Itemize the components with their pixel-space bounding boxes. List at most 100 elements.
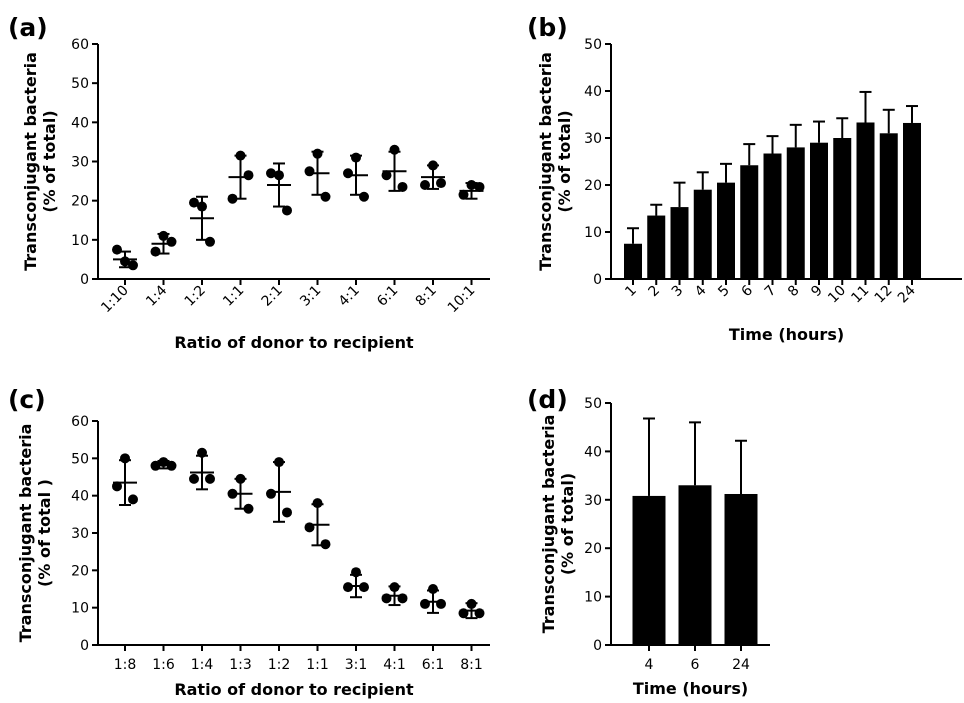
- panel-b-bar: [740, 165, 759, 279]
- panel-b-x-tick-label: 2: [645, 283, 663, 301]
- panel-b-x-tick-label: 4: [692, 282, 710, 300]
- panel-a-x-tick-label: 3:1: [297, 283, 324, 310]
- panel-a-y-tick-label: 0: [80, 272, 89, 288]
- panel-c-x-tick-label: 3:1: [345, 657, 368, 673]
- panel-a-point: [397, 181, 408, 192]
- panel-a-x-tick-label: 10:1: [445, 283, 479, 317]
- panel-c-x-tick-label: 1:3: [229, 657, 252, 673]
- panel-c-point: [243, 503, 254, 514]
- panel-a-x-tick-label: 2:1: [259, 283, 286, 310]
- panel-c-y-tick-label: 50: [71, 451, 89, 467]
- panel-d-y-tick-label: 10: [584, 590, 602, 606]
- panel-b-label: (b): [527, 13, 568, 42]
- panel-b-y-tick-label: 50: [584, 37, 602, 53]
- panel-c-point: [381, 593, 392, 604]
- panel-a-point: [128, 260, 138, 271]
- panel-a-point: [466, 180, 477, 190]
- panel-c-point: [359, 582, 369, 593]
- panel-c-y-tick-label: 60: [71, 414, 89, 430]
- panel-c-point: [428, 584, 438, 594]
- panel-c-point: [158, 457, 169, 468]
- panel-a-point: [381, 170, 392, 181]
- panel-c-y-tick-label: 20: [71, 563, 89, 579]
- panel-b-bar: [786, 147, 805, 279]
- panel-c-point: [389, 582, 400, 593]
- panel-c-x-tick-label: 1:6: [152, 657, 175, 673]
- panel-b-y-tick-label: 20: [584, 178, 602, 194]
- panel-a-point: [458, 189, 469, 200]
- panel-a-y-axis-title: Transconjugant bacteria: [21, 52, 40, 271]
- panel-b-bar: [647, 215, 666, 279]
- panel-a-x-tick-label: 1:1: [220, 283, 247, 310]
- panel-c-y-axis-title: (% of total ): [35, 479, 54, 587]
- panel-b-bar: [763, 153, 782, 279]
- panel-a-point: [359, 191, 369, 202]
- panel-a-point: [235, 150, 246, 161]
- panel-c-point: [266, 488, 276, 499]
- panel-c-x-tick-label: 8:1: [460, 657, 483, 673]
- panel-d-y-axis-title: (% of total): [558, 473, 577, 575]
- panel-a-y-tick-label: 20: [71, 194, 89, 210]
- panel-a-point: [158, 230, 169, 241]
- panel-a-x-tick-label: 1:2: [182, 283, 209, 310]
- panel-c-point: [205, 473, 215, 484]
- panel-a-y-axis-title: (% of total): [40, 110, 59, 212]
- panel-b-x-tick-label: 10: [825, 283, 849, 307]
- panel-b-x-tick-label: 8: [785, 283, 803, 301]
- panel-a-point: [189, 197, 199, 208]
- panel-c-point: [150, 460, 161, 471]
- panel-a-point: [312, 148, 323, 159]
- panel-b-y-axis-title: Transconjugant bacteria: [536, 52, 555, 271]
- panel-d-y-tick-label: 50: [584, 396, 602, 412]
- panel-b-x-tick-label: 9: [808, 283, 826, 301]
- panel-c-x-axis-title: Ratio of donor to recipient: [174, 680, 414, 699]
- panel-a-point: [120, 256, 130, 267]
- panel-c-point: [458, 608, 469, 619]
- panel-c-point: [189, 473, 199, 484]
- panel-a-point: [205, 236, 215, 247]
- panel-b-y-tick-label: 0: [593, 272, 602, 288]
- panel-b-y-tick-label: 30: [584, 131, 602, 147]
- panel-a-point: [420, 180, 430, 190]
- panel-a-point: [351, 152, 361, 163]
- panel-b-x-axis-title: Time (hours): [729, 325, 844, 344]
- panel-c-x-tick-label: 1:1: [306, 657, 329, 673]
- panel-c-point: [112, 481, 122, 492]
- panel-c-point: [436, 598, 446, 609]
- panel-c-point: [397, 593, 408, 604]
- panel-c-x-tick-label: 4:1: [383, 657, 406, 673]
- panel-b-x-tick-label: 24: [895, 282, 919, 306]
- panel-a-x-tick-label: 1:10: [98, 283, 132, 317]
- panel-a-x-tick-label: 6:1: [374, 283, 401, 310]
- panel-d-x-tick-label: 24: [732, 657, 750, 673]
- panel-d-y-tick-label: 40: [584, 444, 602, 460]
- panel-d-bar: [678, 485, 712, 645]
- panel-b-bar: [624, 243, 642, 279]
- panel-c-label: (c): [8, 385, 46, 414]
- panel-d-y-tick-label: 20: [584, 541, 602, 557]
- panel-b-x-tick-label: 3: [669, 283, 687, 301]
- panel-b-y-tick-label: 40: [584, 84, 602, 100]
- panel-a-x-tick-label: 4:1: [336, 283, 363, 310]
- panel-c-point: [120, 453, 130, 464]
- panel-a-x-tick-label: 8:1: [413, 283, 440, 310]
- panel-d-y-axis-title: Transconjugant bacteria: [539, 415, 558, 634]
- panel-d-bar: [724, 493, 758, 645]
- panel-b-x-tick-label: 7: [762, 283, 780, 301]
- panel-d-x-axis-title: Time (hours): [633, 679, 748, 698]
- panel-c-point: [197, 447, 207, 458]
- panel-a-point: [266, 168, 276, 179]
- panel-c-x-tick-label: 1:8: [114, 657, 137, 673]
- panel-c-y-axis-title: Transconjugant bacteria: [16, 424, 35, 643]
- panel-b-bar: [879, 133, 898, 279]
- panel-c-point: [128, 494, 138, 505]
- panel-c-y-tick-label: 10: [71, 601, 89, 617]
- panel-c-point: [320, 539, 331, 550]
- panel-c-point: [235, 473, 246, 484]
- panel-a-point: [166, 236, 177, 247]
- panel-a-point: [282, 205, 292, 216]
- panel-c-point: [304, 522, 315, 533]
- panel-c-point: [351, 567, 361, 578]
- panel-c-x-tick-label: 6:1: [422, 657, 445, 673]
- panel-b-y-tick-label: 10: [584, 225, 602, 241]
